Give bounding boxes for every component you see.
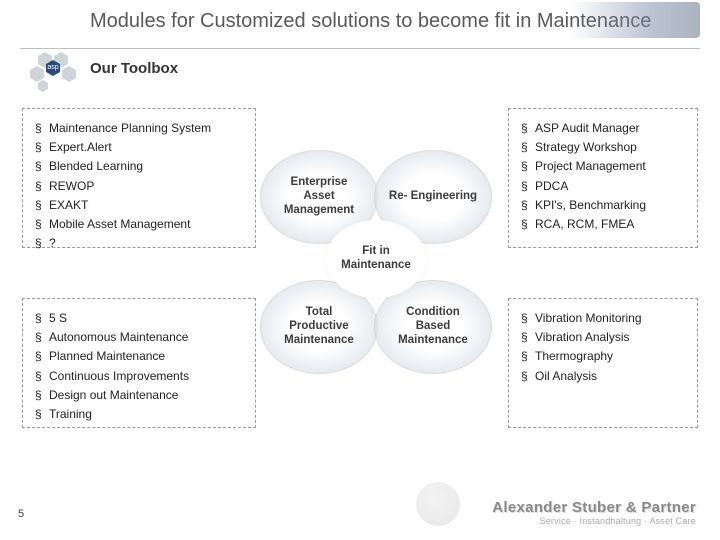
list-item: Planned Maintenance <box>35 347 243 366</box>
footer-sub: Service · Instandhaltung · Asset Care <box>492 516 696 526</box>
venn-label: TotalProductiveMaintenance <box>284 306 354 347</box>
hex-icon <box>62 66 76 82</box>
venn-label: EnterpriseAssetManagement <box>284 176 354 217</box>
list-item: Thermography <box>521 347 685 366</box>
list-item: EXAKT <box>35 196 243 215</box>
list-item: Continuous Improvements <box>35 367 243 386</box>
list-item: Training <box>35 405 243 424</box>
list-item: 5 S <box>35 309 243 328</box>
title-row: Modules for Customized solutions to beco… <box>90 10 700 33</box>
list-item: KPI's, Benchmarking <box>521 196 685 215</box>
venn-diagram: EnterpriseAssetManagement Re- Engineerin… <box>248 130 508 390</box>
list-item: Design out Maintenance <box>35 386 243 405</box>
list-item: Project Management <box>521 157 685 176</box>
venn-label: ConditionBasedMaintenance <box>398 306 468 347</box>
list-bottom-right: Vibration MonitoringVibration AnalysisTh… <box>521 309 685 386</box>
page-number: 5 <box>18 508 24 520</box>
list-item: PDCA <box>521 177 685 196</box>
list-item: ASP Audit Manager <box>521 119 685 138</box>
quadrant-bottom-left: 5 SAutonomous MaintenancePlanned Mainten… <box>22 298 256 428</box>
footer-brand: Alexander Stuber & Partner <box>492 499 696 516</box>
list-top-right: ASP Audit ManagerStrategy WorkshopProjec… <box>521 119 685 234</box>
footer-seal-icon <box>416 482 460 526</box>
list-item: Blended Learning <box>35 157 243 176</box>
list-item: ? <box>35 234 243 253</box>
hex-logo: asp <box>28 52 78 84</box>
list-item: Expert.Alert <box>35 138 243 157</box>
subtitle: Our Toolbox <box>90 60 178 77</box>
hex-icon <box>38 80 48 92</box>
list-bottom-left: 5 SAutonomous MaintenancePlanned Mainten… <box>35 309 243 424</box>
list-top-left: Maintenance Planning SystemExpert.AlertB… <box>35 119 243 253</box>
quadrant-top-right: ASP Audit ManagerStrategy WorkshopProjec… <box>508 108 698 248</box>
hex-icon <box>30 66 44 82</box>
venn-core: Fit inMaintenance <box>326 220 426 298</box>
list-item: Oil Analysis <box>521 367 685 386</box>
list-item: Strategy Workshop <box>521 138 685 157</box>
list-item: Autonomous Maintenance <box>35 328 243 347</box>
title-accent-graphic <box>570 2 700 38</box>
list-item: RCA, RCM, FMEA <box>521 215 685 234</box>
divider <box>20 48 700 49</box>
venn-core-label: Fit inMaintenance <box>341 245 411 273</box>
quadrant-bottom-right: Vibration MonitoringVibration AnalysisTh… <box>508 298 698 428</box>
list-item: Maintenance Planning System <box>35 119 243 138</box>
list-item: Vibration Analysis <box>521 328 685 347</box>
list-item: REWOP <box>35 177 243 196</box>
venn-label: Re- Engineering <box>389 190 477 204</box>
list-item: Mobile Asset Management <box>35 215 243 234</box>
list-item: Vibration Monitoring <box>521 309 685 328</box>
quadrant-top-left: Maintenance Planning SystemExpert.AlertB… <box>22 108 256 248</box>
footer: Alexander Stuber & Partner Service · Ins… <box>492 499 696 526</box>
slide: Modules for Customized solutions to beco… <box>0 0 720 540</box>
